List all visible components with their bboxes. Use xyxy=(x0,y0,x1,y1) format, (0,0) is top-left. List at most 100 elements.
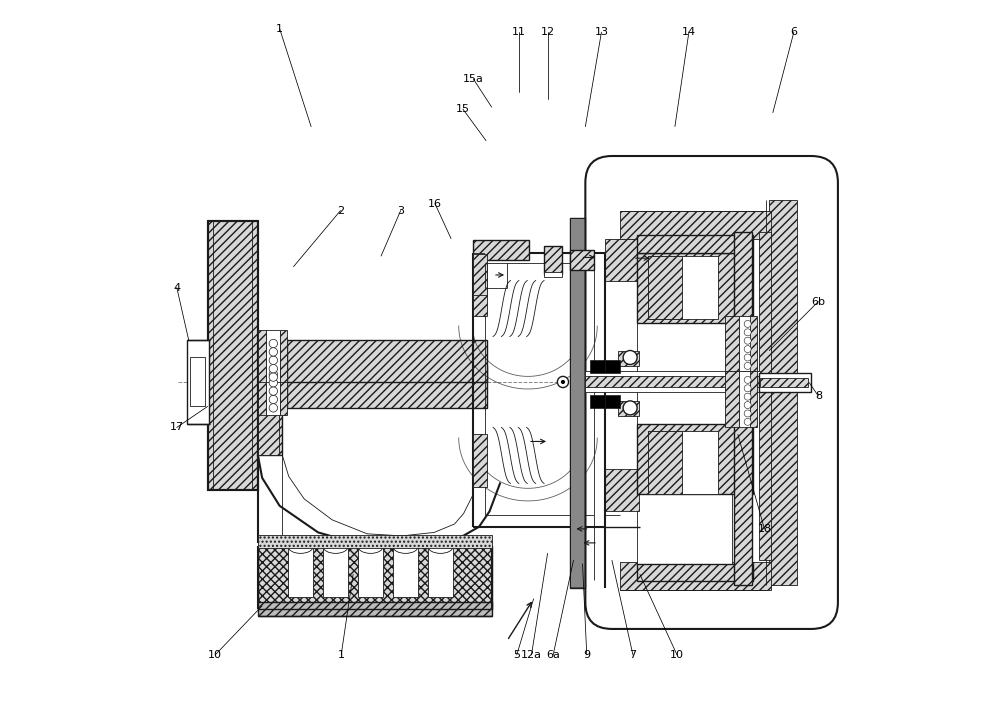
Bar xyxy=(725,315,739,372)
Bar xyxy=(187,340,209,424)
Circle shape xyxy=(561,380,565,384)
Bar xyxy=(739,315,752,372)
Bar xyxy=(734,231,752,585)
Circle shape xyxy=(269,365,278,373)
Bar xyxy=(280,329,287,382)
Circle shape xyxy=(269,379,278,387)
Bar xyxy=(323,546,348,597)
Bar xyxy=(473,263,487,315)
Text: 8: 8 xyxy=(815,391,822,401)
Circle shape xyxy=(269,348,278,356)
Bar xyxy=(473,435,487,487)
Circle shape xyxy=(269,373,278,381)
Text: 12: 12 xyxy=(541,27,555,37)
Text: 10: 10 xyxy=(670,650,684,660)
Bar xyxy=(258,546,492,609)
Text: 4: 4 xyxy=(173,283,180,292)
Bar xyxy=(590,395,605,408)
Bar xyxy=(393,546,418,597)
Bar xyxy=(590,360,605,373)
Circle shape xyxy=(744,320,751,327)
Bar xyxy=(620,210,771,238)
Circle shape xyxy=(269,339,278,348)
Text: 12a: 12a xyxy=(521,650,542,660)
Text: 7: 7 xyxy=(629,650,636,660)
Bar xyxy=(637,424,753,494)
Bar xyxy=(266,329,280,382)
Bar xyxy=(358,546,383,597)
Circle shape xyxy=(269,370,278,379)
Bar xyxy=(750,315,757,372)
Bar xyxy=(288,546,313,597)
Bar xyxy=(725,372,739,428)
Ellipse shape xyxy=(288,539,313,553)
Text: 10: 10 xyxy=(208,650,222,660)
Bar xyxy=(759,373,811,393)
Circle shape xyxy=(269,356,278,365)
Bar xyxy=(473,252,484,268)
Bar xyxy=(605,238,639,280)
Bar xyxy=(570,250,594,270)
Bar xyxy=(605,470,639,512)
Bar xyxy=(637,235,753,252)
Bar xyxy=(258,602,492,616)
Text: 15: 15 xyxy=(456,104,470,114)
Ellipse shape xyxy=(393,539,418,553)
Text: 13: 13 xyxy=(594,27,608,37)
Bar xyxy=(258,535,492,547)
Circle shape xyxy=(744,362,751,369)
Bar xyxy=(637,252,732,564)
Bar xyxy=(618,350,639,366)
Bar xyxy=(759,231,771,560)
Circle shape xyxy=(744,337,751,344)
Bar xyxy=(570,217,585,588)
Bar xyxy=(473,254,487,294)
Circle shape xyxy=(744,402,751,409)
Text: 6: 6 xyxy=(790,27,797,37)
Text: 6a: 6a xyxy=(546,650,560,660)
Bar xyxy=(605,395,620,408)
Bar xyxy=(620,562,771,590)
Circle shape xyxy=(269,395,278,404)
Circle shape xyxy=(744,418,751,426)
Bar xyxy=(637,564,753,581)
Text: 2: 2 xyxy=(337,205,344,216)
Circle shape xyxy=(623,401,637,415)
Text: 1: 1 xyxy=(276,24,283,34)
Bar xyxy=(750,372,757,428)
Text: 15a: 15a xyxy=(463,74,484,84)
Bar xyxy=(544,245,562,273)
Bar xyxy=(648,256,718,319)
Circle shape xyxy=(744,393,751,400)
Bar xyxy=(287,340,487,382)
Circle shape xyxy=(744,376,751,383)
Circle shape xyxy=(744,346,751,353)
Circle shape xyxy=(557,376,569,388)
Bar xyxy=(605,360,620,373)
Ellipse shape xyxy=(358,539,383,553)
Circle shape xyxy=(269,387,278,395)
Circle shape xyxy=(744,329,751,336)
Bar xyxy=(585,376,760,387)
Circle shape xyxy=(744,410,751,417)
Bar xyxy=(258,403,279,456)
Bar xyxy=(287,366,487,408)
Bar xyxy=(760,379,808,387)
Text: 3: 3 xyxy=(397,205,404,216)
Bar xyxy=(769,200,797,585)
Bar xyxy=(648,431,682,494)
Circle shape xyxy=(744,385,751,392)
Text: 1: 1 xyxy=(338,650,345,660)
Bar xyxy=(258,362,266,415)
Circle shape xyxy=(269,404,278,412)
Bar xyxy=(266,362,280,415)
Circle shape xyxy=(623,350,637,365)
Ellipse shape xyxy=(428,539,453,553)
Text: 17: 17 xyxy=(170,423,184,433)
Bar xyxy=(428,546,453,597)
Bar xyxy=(258,373,282,401)
Bar xyxy=(739,372,752,428)
Text: 5: 5 xyxy=(513,650,520,660)
Text: 11: 11 xyxy=(512,27,526,37)
Bar xyxy=(280,362,287,415)
